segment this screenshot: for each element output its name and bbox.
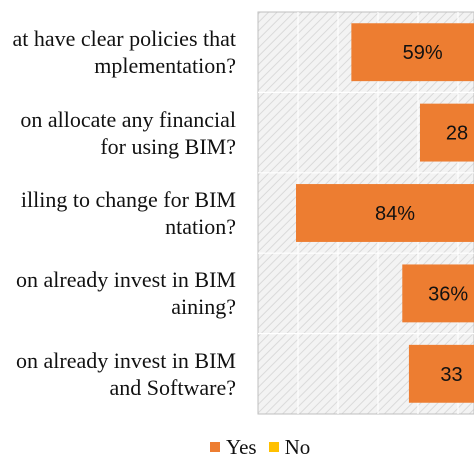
category-label-line: on allocate any financial [20, 106, 236, 132]
category-label-3: on already invest in BIM aining? [0, 266, 236, 320]
category-label-line: illing to change for BIM [20, 187, 236, 212]
bar-yes-1 [420, 103, 474, 162]
category-label-0: at have clear policies that mplementation… [0, 25, 236, 79]
category-label-line: and Software? [109, 374, 236, 400]
legend-item-no: No [268, 434, 311, 460]
data-label-yes-4: 33 [440, 364, 462, 386]
category-label-line: for using BIM? [100, 133, 236, 159]
category-label-line: on already invest in BIM [16, 347, 236, 373]
legend-swatch-yes [210, 442, 220, 452]
category-label-line: mplementation? [94, 53, 236, 79]
legend-label-yes: Yes [226, 434, 257, 459]
category-label-line: aining? [171, 294, 236, 320]
category-label-4: on already invest in BIM and Software? [0, 347, 236, 401]
bar-yes-2 [296, 184, 474, 242]
legend-swatch-no [268, 442, 279, 452]
data-label-yes-1: 28 [446, 123, 468, 145]
legend-item-yes: Yes [210, 435, 257, 460]
category-label-1: on allocate any financial for using BIM? [0, 106, 236, 160]
category-label-2: illing to change for BIM ntation? [0, 186, 236, 240]
data-label-yes-3: 36% [428, 283, 468, 305]
legend: Yes No [210, 435, 322, 459]
category-label-line: at have clear policies that [12, 26, 236, 52]
legend-label-no: No [284, 434, 311, 459]
data-label-yes-2: 84% [375, 203, 415, 225]
category-label-line: on already invest in BIM [16, 267, 236, 293]
bar-yes-3 [402, 264, 474, 323]
bar-yes-0 [351, 23, 474, 82]
bar-yes-4 [408, 344, 474, 403]
category-label-line: ntation? [165, 214, 236, 239]
data-label-yes-0: 59% [403, 42, 443, 64]
